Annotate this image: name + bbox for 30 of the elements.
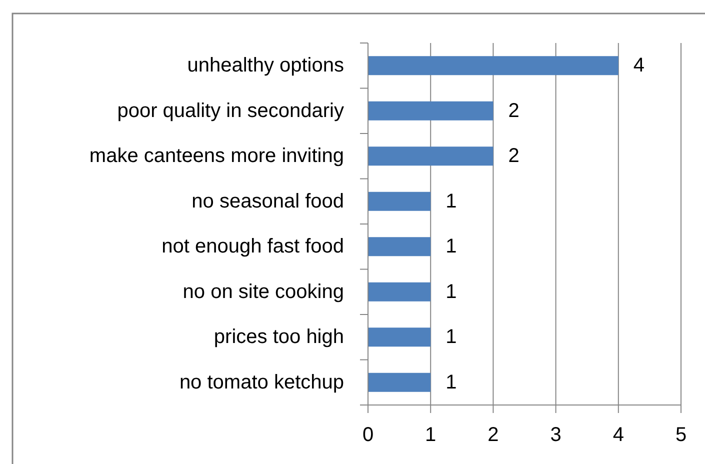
bar bbox=[368, 282, 431, 302]
data-label: 4 bbox=[633, 54, 645, 77]
y-tick-label: make canteens more inviting bbox=[89, 145, 344, 168]
x-tick-label: 3 bbox=[550, 424, 562, 446]
bar bbox=[368, 101, 494, 120]
x-tick-label: 4 bbox=[612, 424, 624, 446]
x-tick-label: 5 bbox=[675, 424, 687, 446]
bar bbox=[368, 146, 494, 166]
data-label: 1 bbox=[446, 280, 457, 303]
y-tick-label: no on site cooking bbox=[182, 280, 344, 303]
bar bbox=[368, 56, 618, 76]
y-tick-label: not enough fast food bbox=[162, 236, 344, 258]
data-label: 1 bbox=[446, 371, 457, 394]
x-tick-label: 0 bbox=[362, 424, 374, 446]
x-tick-label: 2 bbox=[488, 424, 499, 446]
y-tick-label: poor quality in secondariy bbox=[117, 100, 344, 122]
data-label: 1 bbox=[446, 236, 457, 258]
y-tick-label: no tomato ketchup bbox=[179, 371, 344, 394]
data-label: 2 bbox=[508, 145, 520, 168]
bar bbox=[368, 372, 431, 392]
y-tick-label: no seasonal food bbox=[192, 190, 344, 212]
bar bbox=[368, 237, 431, 256]
y-tick-label: prices too high bbox=[214, 326, 344, 348]
bar bbox=[368, 328, 431, 347]
data-label: 2 bbox=[508, 100, 520, 122]
data-label: 1 bbox=[446, 326, 457, 348]
bar bbox=[368, 192, 431, 211]
y-tick-label: unhealthy options bbox=[187, 54, 344, 77]
data-label: 1 bbox=[446, 190, 457, 212]
x-tick-label: 1 bbox=[425, 424, 436, 446]
